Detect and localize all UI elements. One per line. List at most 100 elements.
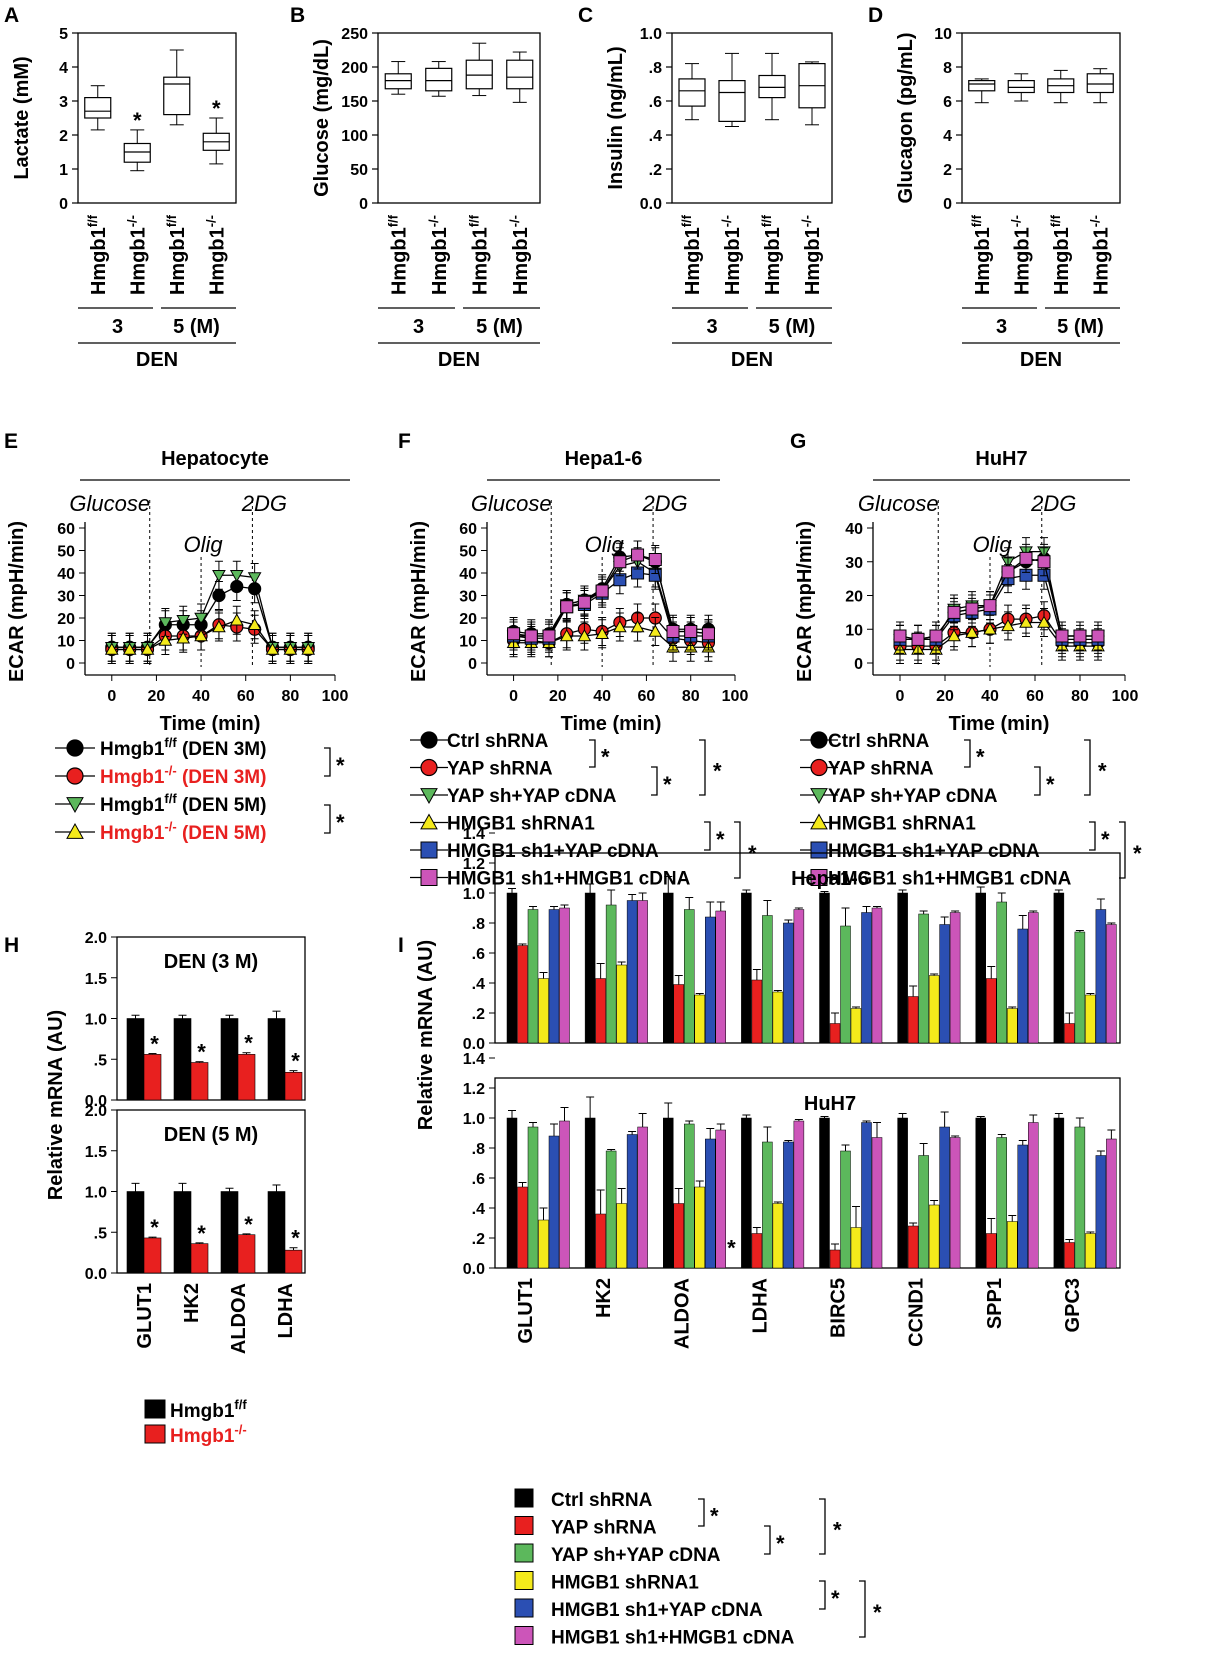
panel-letter-b: B <box>290 4 305 27</box>
y-tick-label: 250 <box>341 26 368 43</box>
y-tick-label: 1.0 <box>85 1185 107 1202</box>
group-label: Hmgb1-/- <box>1087 215 1112 295</box>
group-label-main: Hmgb1 <box>1051 227 1073 295</box>
bar <box>584 1117 596 1269</box>
bar <box>673 984 684 1044</box>
y-tick-label: .6 <box>472 946 485 963</box>
plot-frame <box>377 32 541 204</box>
bar <box>1074 931 1086 1044</box>
y-tick-label: 10 <box>57 634 75 651</box>
bar <box>907 1225 919 1269</box>
group-label-sup: -/- <box>1087 215 1102 227</box>
bar <box>1085 1233 1096 1269</box>
box <box>163 76 191 116</box>
bar <box>783 1141 794 1269</box>
legend-marker <box>66 739 84 757</box>
subplot-title: Hepa1-6 <box>791 868 869 890</box>
group-label-sup: f/f <box>385 214 400 227</box>
x-tick-label: 60 <box>638 688 656 705</box>
series-circle <box>893 601 1105 661</box>
group-label-main: Hmgb1 <box>1090 227 1112 295</box>
treatment-label: DEN <box>1020 349 1062 371</box>
bar <box>793 1120 805 1269</box>
y-tick-label: .6 <box>649 94 662 111</box>
y-tick-label: 1.0 <box>640 26 662 43</box>
legend-bracket <box>324 804 331 834</box>
bar <box>829 1023 841 1044</box>
group-label-main: Hmgb1 <box>1011 227 1033 295</box>
legend-bracket-star: * <box>1046 772 1055 797</box>
treatment-label: DEN <box>731 349 773 371</box>
legend-bracket <box>1084 739 1091 796</box>
y-tick-label: 100 <box>341 128 368 145</box>
group-label-sup: -/- <box>719 215 734 227</box>
data-point <box>229 613 244 626</box>
y-tick-label: .2 <box>472 1231 485 1248</box>
injection-label: Glucose <box>858 491 939 516</box>
bar <box>986 1233 997 1269</box>
significance-star: * <box>727 1236 736 1261</box>
plot-frame <box>494 1077 1121 1269</box>
series-line <box>111 619 309 651</box>
y-axis-label: Lactate (mM) <box>11 56 33 179</box>
group-label: Hmgb1-/- <box>124 215 149 295</box>
legend-text: HMGB1 sh1+YAP cDNA <box>551 1600 763 1621</box>
legend-text: Hmgb1-/- (DEN 3M) <box>100 763 266 788</box>
bar <box>220 1191 239 1274</box>
data-point <box>524 629 538 643</box>
bar <box>975 1117 986 1269</box>
box <box>84 96 112 119</box>
month-label: 3 <box>112 316 123 338</box>
bar <box>751 1233 763 1269</box>
month-label: 5 (M) <box>769 316 816 338</box>
bar <box>673 1203 684 1269</box>
y-tick-label: .5 <box>94 1225 107 1242</box>
data-point <box>1001 565 1015 579</box>
y-tick-label: 3 <box>59 94 68 111</box>
legend-marker <box>420 758 438 777</box>
legend-bracket <box>859 1580 866 1638</box>
legend-text: YAP sh+YAP cDNA <box>551 1545 721 1566</box>
group-label-sup: f/f <box>969 214 984 227</box>
bar <box>237 1234 256 1274</box>
y-tick-label: 20 <box>845 589 863 606</box>
y-tick-label: 30 <box>845 555 863 572</box>
y-tick-label: 0.0 <box>463 1261 485 1278</box>
bar <box>663 1117 674 1269</box>
box <box>718 79 746 122</box>
bar <box>663 892 674 1044</box>
y-tick-label: 10 <box>845 622 863 639</box>
bar <box>1064 1242 1075 1269</box>
x-tick-label: 80 <box>682 688 700 705</box>
bar <box>897 892 908 1044</box>
legend-swatch <box>514 1516 534 1535</box>
box <box>678 78 706 107</box>
bar <box>996 1137 1007 1269</box>
bar <box>829 1249 841 1269</box>
bar <box>871 907 883 1044</box>
legend-e: Hmgb1f/f (DEN 3M)Hmgb1-/- (DEN 3M)Hmgb1f… <box>55 735 345 844</box>
box <box>425 67 453 92</box>
group-label-main: Hmgb1 <box>762 227 784 295</box>
y-tick-label: 1.5 <box>85 971 107 988</box>
bar <box>751 979 763 1044</box>
series-circle <box>105 610 315 664</box>
bar <box>605 904 617 1044</box>
y-tick-label: 1.2 <box>463 856 485 873</box>
data-point <box>1001 618 1015 632</box>
panel-h: H DEN (3 M) 0.0 .5 1.0 1.5 2.0 * * * * DEN (5 M) 0.0… <box>4 930 306 1447</box>
bar <box>1095 909 1107 1044</box>
legend-bracket-star: * <box>873 1600 882 1625</box>
box <box>1007 79 1035 94</box>
data-point <box>247 572 262 585</box>
y-tick-label: .2 <box>649 162 662 179</box>
x-tick-label: 40 <box>593 688 611 705</box>
group-label-main: Hmgb1 <box>722 227 744 295</box>
legend-text-after: (DEN 3M) <box>177 739 267 760</box>
legend-swatch <box>514 1571 534 1590</box>
bar <box>840 1150 851 1269</box>
bar <box>741 1117 752 1269</box>
x-tick-label: 0 <box>509 688 518 705</box>
